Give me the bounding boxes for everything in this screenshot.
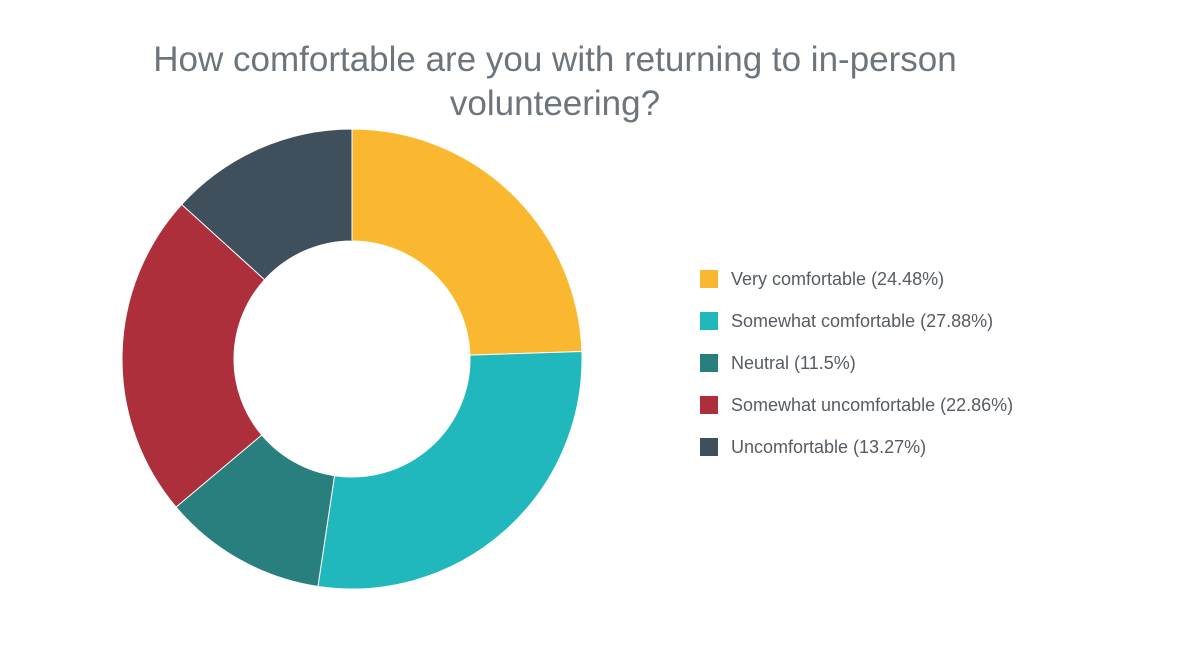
legend-label: Uncomfortable (13.27%)	[731, 436, 927, 457]
donut-slice-somewhat-comfortable	[317, 351, 583, 590]
legend-item-somewhat-uncomfortable: Somewhat uncomfortable (22.86%)	[700, 384, 1120, 426]
legend-swatch	[700, 396, 718, 414]
donut-slice-uncomfortable	[180, 128, 353, 281]
legend-label: Somewhat comfortable (27.88%)	[731, 310, 994, 331]
donut-slices	[121, 128, 583, 590]
legend-label: Neutral (11.5%)	[731, 352, 856, 373]
legend-item-very-comfortable: Very comfortable (24.48%)	[700, 258, 1120, 300]
legend-swatch	[700, 354, 718, 372]
legend-label: Very comfortable (24.48%)	[731, 268, 945, 289]
chart-title: How comfortable are you with returning t…	[153, 40, 957, 123]
legend-item-uncomfortable: Uncomfortable (13.27%)	[700, 426, 1120, 468]
donut-slice-very-comfortable	[351, 128, 583, 356]
legend-swatch	[700, 438, 718, 456]
legend-item-somewhat-comfortable: Somewhat comfortable (27.88%)	[700, 300, 1120, 342]
chart-legend: Very comfortable (24.48%) Somewhat comfo…	[700, 258, 1120, 468]
legend-item-neutral: Neutral (11.5%)	[700, 342, 1120, 384]
legend-label: Somewhat uncomfortable (22.86%)	[731, 394, 1014, 415]
donut-slice-somewhat-uncomfortable	[121, 203, 266, 508]
legend-swatch	[700, 270, 718, 288]
legend-swatch	[700, 312, 718, 330]
